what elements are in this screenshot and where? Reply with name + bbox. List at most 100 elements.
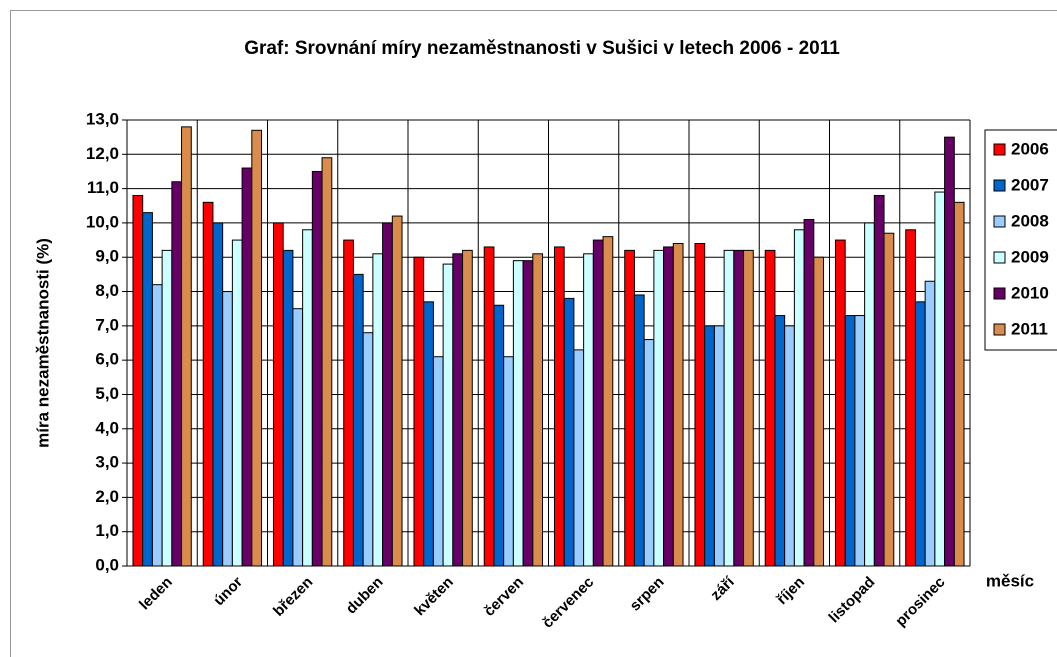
legend-label: 2007 [1011,175,1049,194]
bar [633,294,645,567]
bar [883,232,895,567]
bar [905,229,916,567]
bar [432,356,444,567]
bar [764,249,776,567]
x-axis-label: měsíc [986,571,1034,590]
y-tick-label: 3,0 [95,453,119,472]
bar [723,249,735,567]
bar [423,301,434,567]
y-tick-label: 12,0 [86,144,119,163]
bar [282,249,294,567]
y-tick-label: 1,0 [95,521,119,540]
y-tick-label: 11,0 [87,178,119,197]
bar [413,256,425,567]
bar [462,249,473,567]
legend-label: 2006 [1011,139,1049,158]
bar [643,339,655,567]
bar [602,236,614,567]
bar [452,253,464,567]
bar [231,239,243,567]
bar [512,260,524,567]
legend-label: 2010 [1011,283,1049,302]
legend-swatch [993,215,1006,228]
bar [352,273,364,567]
bar [864,222,875,567]
bar [774,315,786,567]
chart-title: Graf: Srovnání míry nezaměstnanosti v Su… [244,38,840,59]
bar [854,315,866,567]
bar [161,249,173,567]
bar [803,218,815,567]
bar [592,239,604,567]
bar [321,157,333,567]
legend-swatch [993,179,1006,192]
bar [953,201,965,567]
bar [944,136,955,567]
bar [873,194,885,567]
legend-label: 2008 [1011,211,1049,230]
bar [272,222,284,567]
bar [793,229,805,567]
bar [343,239,354,567]
bar [391,215,403,567]
legend-box [984,129,1057,351]
bar [834,239,846,567]
bar [583,253,594,567]
legend-swatch [993,287,1006,300]
bar [292,308,304,567]
legend-swatch [993,251,1006,264]
bar [302,229,313,567]
bar [362,332,374,567]
bar [553,246,565,567]
bar [672,243,684,567]
bar [743,249,754,567]
y-tick-label: 8,0 [95,281,119,300]
y-tick-label: 0,0 [95,555,119,574]
bar [311,170,323,567]
bar [733,249,745,567]
y-tick-label: 10,0 [86,212,119,231]
bar [151,284,163,567]
bar [924,280,936,567]
bar [241,167,253,567]
bar [181,126,192,567]
bar [844,315,856,567]
bar [493,304,505,567]
y-tick-label: 9,0 [95,247,119,266]
bar [382,222,393,567]
bar [212,222,224,567]
bar [713,325,725,567]
y-tick-label: 5,0 [95,384,119,403]
legend-swatch [993,143,1006,156]
bar [914,301,926,567]
bar [442,263,454,567]
bar [813,256,825,567]
y-axis-label: míra nezaměstnanosti (%) [33,238,52,448]
bar [483,246,495,567]
bar [532,253,544,567]
bar [132,194,144,567]
bar [251,129,263,567]
bar [704,325,715,567]
bar [624,249,635,567]
legend-label: 2011 [1011,319,1048,338]
y-tick-label: 4,0 [95,418,119,437]
bar [522,260,534,567]
bar [694,243,706,567]
bar [171,181,183,567]
bar [934,191,946,567]
y-tick-label: 13,0 [86,109,119,128]
y-tick-label: 7,0 [95,315,119,334]
bar [372,253,384,567]
bar [784,325,795,567]
bar [663,246,674,567]
legend-swatch [993,323,1006,336]
bar [222,291,233,567]
bar [142,212,153,567]
bar [503,356,514,567]
y-tick-label: 6,0 [95,350,119,369]
y-tick-label: 2,0 [95,487,119,506]
bar [202,201,214,567]
bar [563,297,575,567]
